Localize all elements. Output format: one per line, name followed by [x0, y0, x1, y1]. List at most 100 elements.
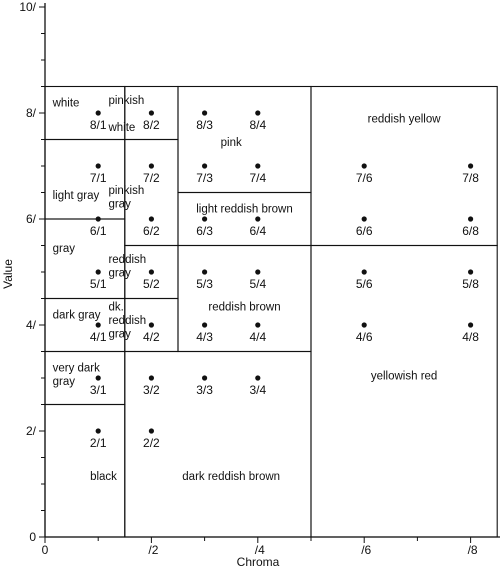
- y-tick-label: 10/: [19, 0, 36, 14]
- y-tick-label: 6/: [26, 212, 37, 226]
- points-layer: 8/1 8/2 8/3 8/4 7/1 7/2 7/3 7/4 7/6 7/8 6/1 6/2 6/3 6…: [90, 110, 479, 450]
- data-point: [95, 269, 101, 275]
- region-label-reddish-gray: gray: [108, 267, 131, 279]
- data-point: [255, 216, 261, 222]
- x-tick-label: /2: [148, 543, 158, 557]
- data-point: [255, 269, 261, 275]
- data-point: [95, 428, 101, 434]
- point-label: 3/2: [143, 383, 160, 397]
- point-label: 5/3: [196, 277, 213, 291]
- point-label: 5/8: [462, 277, 479, 291]
- point-label: 4/6: [356, 330, 373, 344]
- point-label: 8/3: [196, 118, 213, 132]
- point-label: 7/8: [462, 171, 479, 185]
- point-label: 3/1: [90, 383, 107, 397]
- region-label-dark-gray: dark gray: [53, 309, 101, 321]
- region-label-pink: pink: [221, 137, 242, 149]
- y-tick-label: 8/: [26, 106, 37, 120]
- point-label: 2/2: [143, 436, 160, 450]
- point-label: 7/2: [143, 171, 160, 185]
- x-tick-label: /4: [255, 543, 265, 557]
- region-label-yellowish-red: yellowish red: [371, 370, 437, 382]
- point-label: 6/6: [356, 224, 373, 238]
- x-tick-label: 0: [42, 543, 49, 557]
- region-label-gray: gray: [53, 243, 76, 255]
- point-label: 3/3: [196, 383, 213, 397]
- region-label-dark-reddish-gray: dk.: [108, 301, 123, 313]
- y-tick-label: 2/: [26, 424, 37, 438]
- region-label-very-dark-gray: very dark: [53, 362, 101, 374]
- x-tick-label: /6: [361, 543, 371, 557]
- point-label: 7/1: [90, 171, 107, 185]
- data-point: [95, 216, 101, 222]
- point-label: 6/3: [196, 224, 213, 238]
- point-label: 4/8: [462, 330, 479, 344]
- point-label: 6/8: [462, 224, 479, 238]
- region-label-dark-reddish-gray: reddish: [108, 315, 146, 327]
- region-label-light-reddish-brown: light reddish brown: [196, 203, 293, 215]
- data-point: [361, 216, 367, 222]
- region-label-white: white: [52, 97, 80, 109]
- point-label: 6/1: [90, 224, 107, 238]
- data-point: [95, 163, 101, 169]
- data-point: [95, 375, 101, 381]
- axes-layer: 0 2/4/6/8/10/0/2/4/6/8: [19, 0, 500, 557]
- data-point: [95, 322, 101, 328]
- data-point: [148, 322, 154, 328]
- point-label: 8/2: [143, 118, 160, 132]
- point-label: 8/1: [90, 118, 107, 132]
- region-label-dark-reddish-brown: dark reddish brown: [182, 471, 280, 483]
- region-label-reddish-gray: reddish: [108, 254, 146, 266]
- data-point: [202, 375, 208, 381]
- data-point: [255, 322, 261, 328]
- data-point: [202, 110, 208, 116]
- region-label-reddish-brown: reddish brown: [208, 301, 280, 313]
- data-point: [255, 163, 261, 169]
- data-point: [148, 375, 154, 381]
- point-label: 6/4: [249, 224, 266, 238]
- data-point: [468, 269, 474, 275]
- region-label-dark-reddish-gray: gray: [108, 328, 131, 340]
- data-point: [255, 110, 261, 116]
- region-label-pinkish-gray: gray: [108, 198, 131, 210]
- point-label: 7/6: [356, 171, 373, 185]
- region-label-black: black: [90, 471, 117, 483]
- y-axis-title: Value: [1, 259, 15, 289]
- data-point: [202, 322, 208, 328]
- region-label-pinkish-gray: pinkish: [108, 185, 144, 197]
- point-label: 5/1: [90, 277, 107, 291]
- point-label: 5/6: [356, 277, 373, 291]
- data-point: [95, 110, 101, 116]
- data-point: [148, 216, 154, 222]
- data-point: [468, 163, 474, 169]
- point-label: 4/4: [249, 330, 266, 344]
- point-label: 5/4: [249, 277, 266, 291]
- y-tick-label: 0: [29, 530, 36, 544]
- region-label-light-gray: light gray: [53, 190, 100, 202]
- data-point: [202, 269, 208, 275]
- point-label: 2/1: [90, 436, 107, 450]
- region-label-pinkish-white: pinkish: [108, 95, 144, 107]
- data-point: [202, 163, 208, 169]
- data-point: [361, 163, 367, 169]
- point-label: 3/4: [249, 383, 266, 397]
- point-label: 4/2: [143, 330, 160, 344]
- point-label: 6/2: [143, 224, 160, 238]
- x-axis-title: Chroma: [237, 555, 280, 569]
- data-point: [148, 269, 154, 275]
- data-point: [468, 216, 474, 222]
- point-label: 5/2: [143, 277, 160, 291]
- point-label: 8/4: [249, 118, 266, 132]
- data-point: [148, 110, 154, 116]
- region-label-very-dark-gray: gray: [53, 376, 76, 388]
- data-point: [255, 375, 261, 381]
- x-tick-label: /8: [468, 543, 478, 557]
- data-point: [148, 163, 154, 169]
- data-point: [202, 216, 208, 222]
- point-label: 7/3: [196, 171, 213, 185]
- data-point: [148, 428, 154, 434]
- y-tick-label: 4/: [26, 318, 37, 332]
- region-label-reddish-yellow: reddish yellow: [368, 113, 442, 125]
- data-point: [361, 322, 367, 328]
